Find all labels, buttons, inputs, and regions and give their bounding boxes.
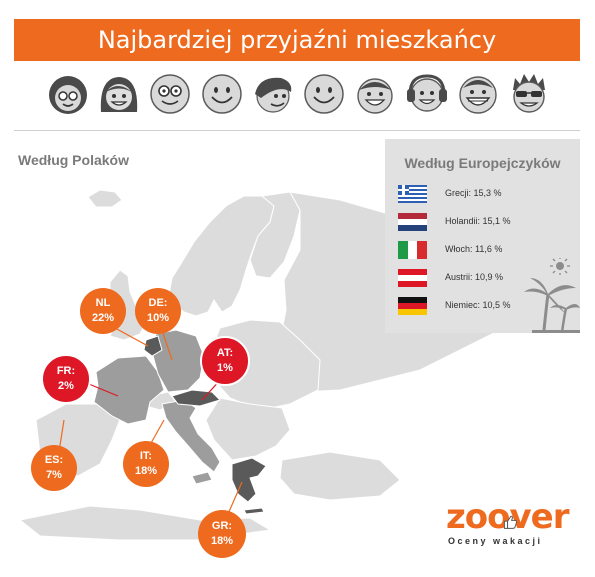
netherlands-shape: [143, 335, 163, 357]
face-curly-hair-glasses-icon: [49, 76, 87, 114]
ranking-item-netherlands: Holandii: 15,1 %: [398, 213, 568, 231]
face-long-hair-icon: [101, 77, 138, 112]
ranking-label: Włoch: 11,6 %: [445, 244, 503, 254]
turkey-shape: [279, 451, 401, 501]
europeans-panel: Według Europejczyków Grecji: 15,3 % Hola…: [385, 139, 580, 333]
netherlands-flag-icon: [398, 213, 427, 231]
face-sunglasses-icon: [512, 74, 545, 113]
greece-shape: [231, 457, 267, 503]
face-grin-icon: [459, 76, 497, 114]
bubble-country: IT:: [139, 450, 153, 462]
balkans-shape: [205, 397, 291, 461]
ranking-item-germany: Niemiec: 10,5 %: [398, 297, 568, 315]
page-title: Najbardziej przyjaźni mieszkańcy: [97, 26, 497, 54]
ranking-item-greece: Grecji: 15,3 %: [398, 185, 568, 203]
face-smile-icon: [304, 74, 344, 114]
thumbs-up-icon: [503, 515, 518, 529]
germany-shape: [151, 329, 205, 393]
bubble-at: AT: 1%: [200, 336, 250, 386]
bubble-country: FR:: [56, 365, 76, 377]
italy-shape: [161, 399, 221, 473]
bubble-it: IT: 18%: [123, 441, 169, 487]
bubble-value: 18%: [134, 465, 158, 477]
france-shape: [93, 355, 165, 425]
face-headphones-icon: [406, 74, 447, 112]
sicily-shape: [191, 471, 213, 485]
crete-shape: [243, 507, 265, 515]
zoover-logo: zoover Oceny wakacji: [438, 500, 578, 548]
connector-de: [161, 329, 173, 361]
face-side-hair-icon: [254, 77, 292, 113]
europeans-panel-title: Według Europejczyków: [404, 155, 561, 171]
zoover-tagline: Oceny wakacji: [448, 536, 543, 546]
face-glasses-icon: [150, 74, 191, 114]
bubble-country: ES:: [44, 454, 64, 466]
austria-flag-icon: [398, 269, 427, 287]
ranking-label: Grecji: 15,3 %: [445, 188, 502, 198]
italy-flag-icon: [398, 241, 427, 259]
ranking-label: Holandii: 15,1 %: [445, 216, 511, 226]
palm-tree-icon: [524, 258, 580, 333]
bubble-nl: NL 22%: [80, 288, 126, 334]
bubble-value: 10%: [146, 312, 170, 324]
austria-shape: [171, 389, 221, 407]
bubble-country: AT:: [216, 347, 234, 359]
face-smile-icon: [201, 74, 242, 114]
bubble-value: 2%: [58, 380, 74, 392]
bubble-country: NL: [95, 297, 111, 309]
iceland-shape: [87, 189, 123, 208]
ranking-item-austria: Austrii: 10,9 %: [398, 269, 568, 287]
faces-row: [46, 72, 551, 118]
bubble-country: DE:: [148, 297, 168, 309]
ranking-item-italy: Włoch: 11,6 %: [398, 241, 568, 259]
connector-gr: [227, 481, 243, 515]
bubble-value: 18%: [210, 535, 234, 547]
bubble-value: 22%: [91, 312, 115, 324]
face-happy-icon: [357, 78, 394, 114]
greece-flag-icon: [398, 185, 427, 203]
bubble-gr: GR: 18%: [198, 510, 246, 558]
bubble-value: 7%: [46, 469, 62, 481]
divider: [14, 130, 580, 131]
bubble-country: GR:: [211, 520, 233, 532]
germany-flag-icon: [398, 297, 427, 315]
bubble-value: 1%: [217, 362, 233, 374]
bubble-de: DE: 10%: [135, 288, 181, 334]
ranking-label: Niemiec: 10,5 %: [445, 300, 511, 310]
header-banner: Najbardziej przyjaźni mieszkańcy: [14, 19, 580, 61]
bubble-es: ES: 7%: [31, 445, 77, 491]
bubble-fr: FR: 2%: [41, 354, 91, 404]
ranking-label: Austrii: 10,9 %: [445, 272, 504, 282]
poles-section-title: Według Polaków: [18, 152, 129, 168]
